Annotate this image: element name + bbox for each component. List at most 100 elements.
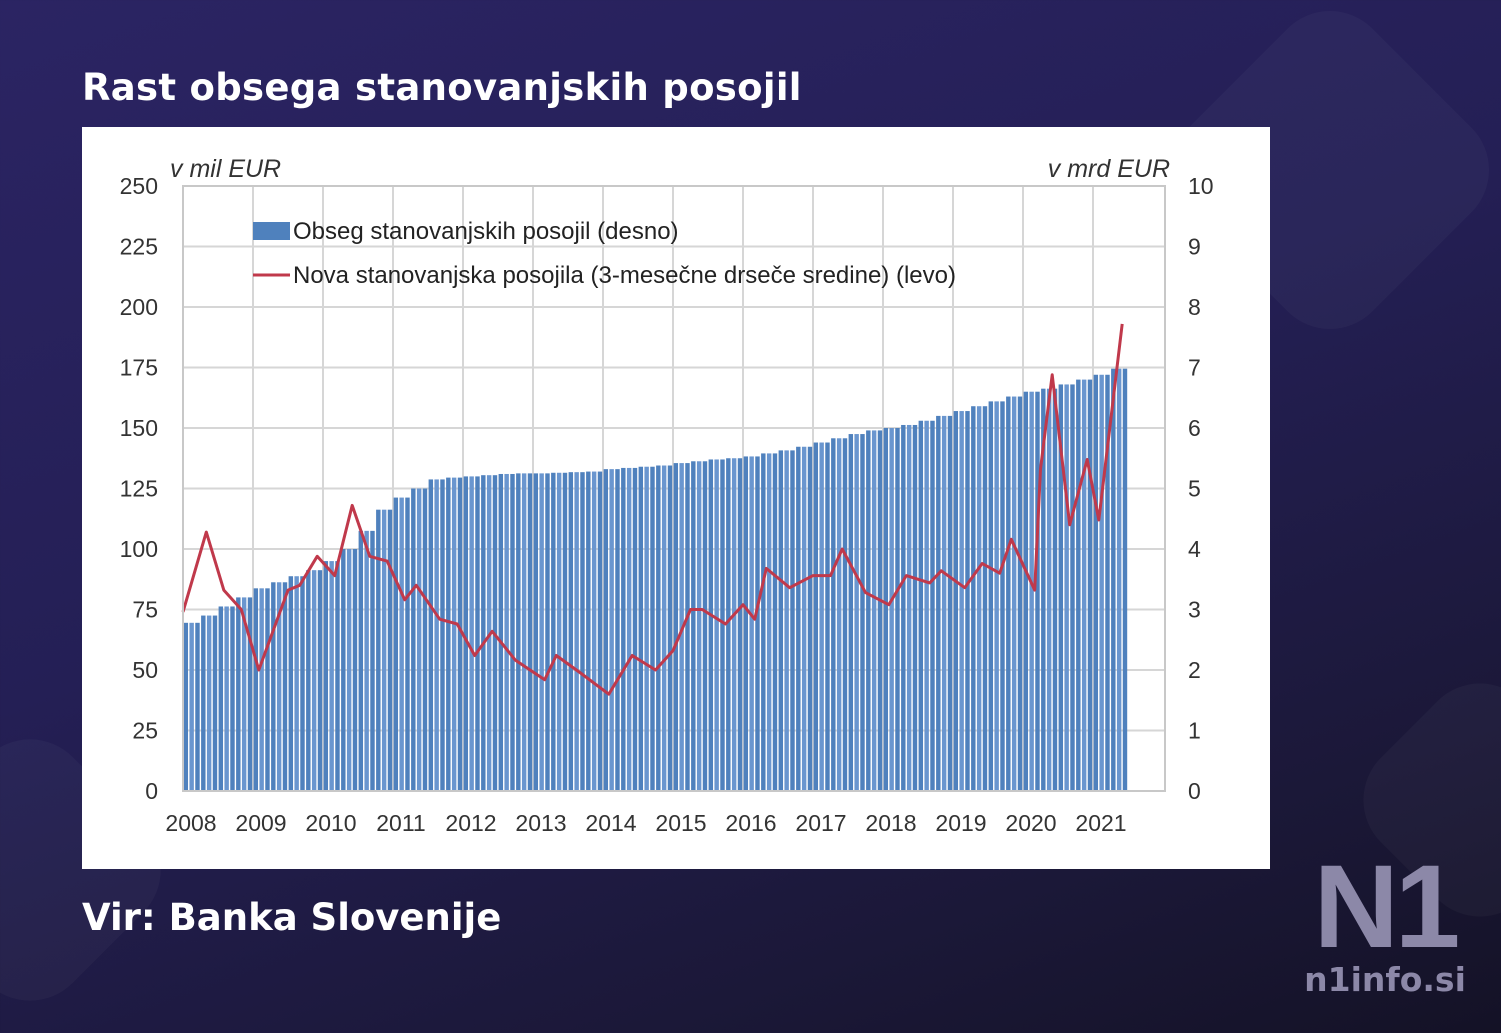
left-tick-label: 200 [120,294,158,320]
bar-stripe [971,406,976,791]
bar-stripe [504,473,509,791]
bar-stripe [253,588,259,791]
bar [901,424,918,791]
bar [1093,374,1110,791]
bar-stripe [819,442,824,791]
x-tick-label: 2009 [235,810,286,836]
bar-stripe [551,472,556,791]
bar [288,576,305,791]
bar-stripe [387,509,393,791]
bar-stripe [1116,368,1122,791]
x-axis-ticks: 2008 2009 2010 2011 2012 2013 2014 2015 2016 2017… [165,810,1126,836]
bar-stripe [1099,374,1104,791]
bar-stripe [615,469,620,791]
bar-stripe [813,442,819,791]
bar-stripe [1052,388,1058,791]
right-tick-label: 2 [1188,657,1201,683]
bar-stripe [661,465,667,791]
bar-stripe [510,473,515,791]
left-tick-label: 75 [132,597,158,623]
line-series [181,323,1124,696]
x-tick-label: 2018 [865,810,916,836]
bar-stripe [994,401,999,791]
bar-stripe [241,597,247,791]
bar-stripe [580,472,585,791]
bar-stripe [1011,396,1017,791]
right-tick-label: 4 [1188,536,1201,562]
bar [708,459,725,791]
left-axis-ticks: 0 25 50 75 100 125 150 175 200 225 250 [120,173,158,804]
bar-stripe [737,458,743,791]
bar [988,401,1005,791]
bar [638,466,655,791]
right-axis-label: v mrd EUR [1048,155,1170,183]
bar-stripe [381,509,387,791]
bar-stripe [603,469,609,791]
bar-stripe [947,415,953,791]
bar-stripe [842,438,848,791]
bar-stripe [498,473,504,791]
right-tick-label: 0 [1188,778,1201,804]
bar [1058,384,1075,791]
bar-stripe [1122,368,1128,791]
x-tick-label: 2014 [585,810,636,836]
bar-stripe [889,428,894,791]
bar-stripe [276,582,282,791]
bar-stripe [545,473,550,791]
bar-stripe [463,476,469,791]
bar-stripe [346,549,352,791]
bar-stripe [335,561,340,791]
bar-stripe [626,467,632,791]
bar-stripe [1017,396,1023,791]
bar-stripe [481,475,486,791]
x-tick-label: 2012 [445,810,496,836]
bar-stripe [860,434,865,791]
left-tick-label: 250 [120,173,158,199]
n1-logo: N1 n1info.si [1300,848,1470,1000]
left-tick-label: 100 [120,536,158,562]
bar-stripe [516,473,521,791]
left-tick-label: 150 [120,415,158,441]
bar-stripe [416,488,422,791]
bar-stripe [766,453,772,791]
bar-stripe [457,477,463,791]
bar-stripe [1035,391,1040,791]
right-axis-ticks: 0 1 2 3 4 5 6 7 8 9 10 [1188,173,1214,804]
bar-stripe [475,476,480,791]
bar-stripe [341,549,346,791]
source-caption: Vir: Banka Slovenije [82,896,502,939]
bar-stripe [778,450,784,791]
bar-stripe [399,497,404,791]
bar-stripe [533,473,539,791]
bar-stripe [691,461,696,791]
page-title: Rast obsega stanovanjskih posojil [82,66,802,109]
bar [603,469,620,791]
bar-stripe [790,450,795,791]
legend-label-bars: Obseg stanovanjskih posojil (desno) [293,218,679,245]
right-tick-label: 10 [1188,173,1214,199]
bar-stripe [720,459,725,791]
x-tick-label: 2015 [655,810,706,836]
x-tick-label: 2010 [305,810,356,836]
bar-stripe [597,471,603,791]
bar-stripe [329,561,334,791]
legend-swatch-bars [253,222,290,240]
left-tick-label: 0 [145,778,158,804]
right-tick-label: 8 [1188,294,1201,320]
bar-stripe [201,615,206,791]
bar-stripe [393,497,399,791]
bar-stripe [1111,368,1116,791]
bar-stripe [1081,379,1087,791]
bar [498,473,515,791]
bar [656,465,673,791]
right-tick-label: 5 [1188,476,1201,502]
bar-stripe [539,473,544,791]
bar-stripe [411,488,416,791]
x-tick-label: 2008 [165,810,216,836]
bar-stripe [696,461,702,791]
bar [358,530,375,791]
x-tick-label: 2021 [1075,810,1126,836]
bar-stripe [376,509,381,791]
bar-stripe [976,406,982,791]
bar-stripe [726,458,731,791]
